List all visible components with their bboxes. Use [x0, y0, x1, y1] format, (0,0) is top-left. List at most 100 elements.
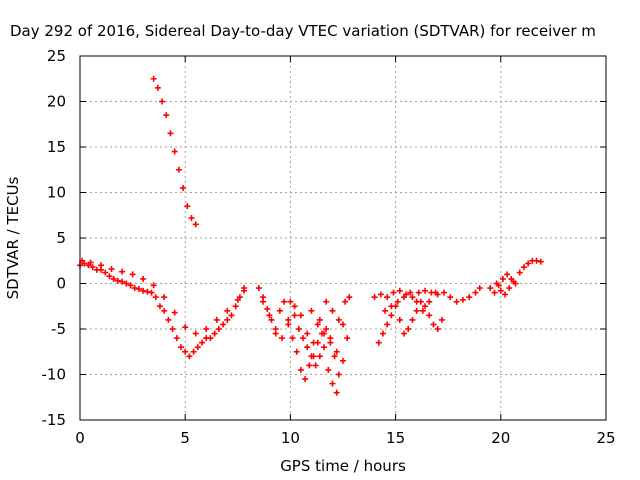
data-point: [154, 84, 161, 91]
data-point: [188, 214, 195, 221]
data-point: [537, 258, 544, 265]
series-7: [371, 285, 483, 305]
data-point: [533, 257, 540, 264]
data-point: [340, 321, 346, 328]
series-2: [79, 257, 248, 337]
data-point: [144, 288, 151, 295]
data-point: [525, 260, 532, 267]
data-point: [156, 303, 163, 310]
data-point: [175, 166, 182, 173]
data-point: [344, 335, 351, 342]
data-point: [278, 335, 285, 342]
data-point: [394, 298, 401, 305]
data-point: [114, 277, 121, 284]
data-point: [123, 280, 130, 287]
data-point: [148, 289, 155, 296]
data-point: [329, 307, 336, 314]
data-point: [459, 296, 466, 303]
data-point: [110, 275, 117, 282]
data-point: [163, 112, 170, 119]
data-point: [422, 287, 429, 294]
data-point: [173, 335, 180, 342]
data-point: [426, 298, 433, 305]
data-point: [295, 326, 302, 332]
data-point: [106, 273, 113, 280]
data-point: [377, 291, 384, 298]
y-tick-label: -5: [51, 320, 66, 338]
data-point: [150, 282, 157, 289]
y-tick-label: -15: [42, 411, 67, 429]
data-point: [520, 264, 527, 271]
data-point: [177, 344, 184, 351]
series-4: [260, 298, 349, 346]
series-6: [308, 294, 353, 355]
data-point: [260, 298, 267, 305]
y-tick-label: -10: [42, 366, 67, 384]
data-point: [108, 265, 115, 272]
data-point: [453, 298, 460, 305]
data-point: [264, 305, 271, 312]
data-point: [232, 303, 239, 310]
data-point: [167, 130, 174, 137]
data-point: [304, 344, 311, 351]
data-point: [293, 348, 300, 355]
data-point: [140, 287, 147, 294]
data-point: [316, 316, 323, 323]
data-point: [384, 321, 391, 328]
series-8: [375, 298, 445, 346]
data-point: [329, 380, 336, 387]
data-point: [98, 262, 105, 269]
data-point: [266, 312, 273, 319]
axis-ticks: 0 5 10 15 20 25 -15 -10 -5 0 5 10 15 20 25: [42, 47, 616, 447]
data-point: [388, 303, 395, 310]
data-point: [119, 278, 126, 285]
data-point: [487, 285, 494, 292]
data-point: [396, 287, 403, 294]
series-10: [487, 257, 544, 296]
data-point: [430, 321, 437, 328]
data-point: [150, 75, 157, 82]
data-point: [407, 289, 414, 296]
data-point: [335, 316, 342, 323]
data-point: [340, 357, 346, 364]
series-5: [287, 298, 340, 396]
data-point: [194, 344, 201, 351]
y-tick-label: 15: [47, 138, 66, 156]
data-point: [497, 287, 504, 294]
data-point: [447, 294, 454, 301]
data-point: [308, 307, 315, 314]
data-point: [203, 326, 210, 332]
data-point: [171, 148, 178, 155]
data-point: [342, 298, 349, 305]
data-point: [291, 303, 298, 310]
data-point: [297, 366, 304, 373]
y-axis-label: SDTVAR / TECUs: [4, 176, 22, 299]
data-point: [224, 307, 231, 314]
data-point: [506, 285, 513, 292]
series-9: [382, 289, 439, 314]
data-point: [291, 312, 298, 319]
data-point: [333, 348, 340, 355]
data-point: [190, 348, 197, 355]
series-1: [77, 260, 248, 360]
data-point: [140, 275, 147, 282]
data-point: [102, 269, 109, 276]
data-point: [413, 307, 420, 314]
data-point: [314, 321, 321, 328]
data-point: [502, 291, 509, 298]
series-11: [493, 278, 517, 298]
data-point: [472, 289, 479, 296]
data-point: [419, 307, 426, 314]
data-point: [390, 289, 397, 296]
grid: [80, 56, 606, 420]
data-point: [224, 316, 231, 323]
data-point: [180, 184, 187, 191]
data-points: [77, 75, 544, 396]
data-point: [234, 296, 241, 303]
data-point: [220, 321, 227, 328]
data-point: [304, 330, 311, 337]
data-point: [302, 376, 309, 383]
data-point: [184, 203, 191, 210]
data-point: [466, 294, 473, 301]
